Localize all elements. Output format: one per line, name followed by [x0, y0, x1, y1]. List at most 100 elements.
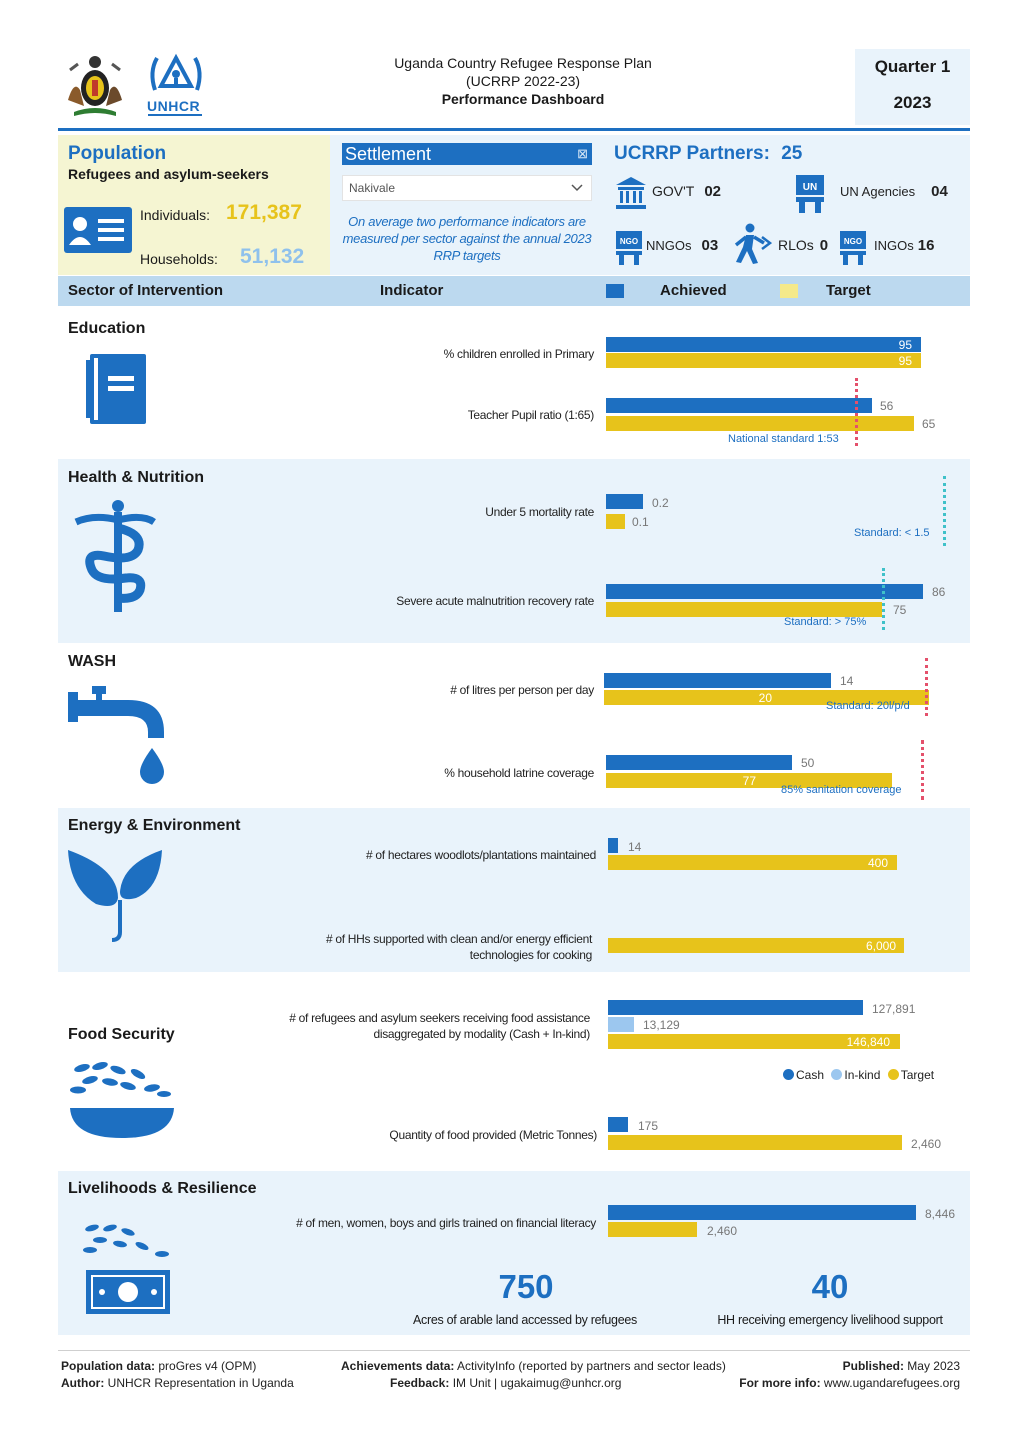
food-ind2-label: Quantity of food provided (Metric Tonnes… — [389, 1128, 597, 1142]
footer-pop-value: proGres v4 (OPM) — [158, 1359, 257, 1373]
population-panel: Population Refugees and asylum-seekers I… — [58, 135, 330, 275]
footer-feedback: Feedback: IM Unit | ugakaimug@unhcr.org — [390, 1376, 621, 1390]
partners-title-label: UCRRP Partners: — [614, 143, 770, 164]
settlement-note: On average two performance indicators ar… — [342, 214, 592, 263]
wash-ind2-target-value: 77 — [742, 774, 756, 788]
partner-nngo-label: NNGOs — [646, 238, 692, 253]
wash-ind2-achieved-bar — [606, 755, 792, 770]
table-header: Sector of Intervention Indicator Achieve… — [58, 276, 970, 306]
partner-ingo: INGOs 16 — [874, 237, 934, 254]
footer-feedback-label: Feedback: — [390, 1376, 450, 1390]
wash-ind2-standard-label: 85% sanitation coverage — [781, 784, 902, 796]
title-line-2: (UCRRP 2022-23) — [465, 73, 581, 89]
livelihoods-ind1-label: # of men, women, boys and girls trained … — [296, 1216, 596, 1230]
legend-target-swatch — [780, 284, 798, 298]
un-agency-flag-icon: UN — [796, 175, 824, 213]
individuals-value: 171,387 — [226, 201, 302, 224]
kpi-hh-label: HH receiving emergency livelihood suppor… — [717, 1313, 943, 1327]
population-title: Population — [68, 143, 167, 164]
food-ind1-target-value: 146,840 — [846, 1035, 890, 1049]
health-ind2-achieved-bar — [606, 584, 923, 599]
partner-govt-label: GOV'T — [652, 183, 695, 199]
energy-ind2-label-line1: # of HHs supported with clean and/or ene… — [325, 932, 592, 946]
quarter-label: Quarter 1 — [874, 57, 951, 76]
wash-ind1-standard-line — [925, 658, 928, 716]
households-value: 51,132 — [240, 245, 305, 268]
clear-filter-icon[interactable]: ⊠ — [577, 146, 588, 161]
food-title: Food Security — [68, 1026, 175, 1043]
education-ind2-target-bar — [606, 416, 914, 431]
footer-divider — [58, 1350, 970, 1351]
ingo-flag-icon: NGO — [840, 231, 866, 265]
footer-published: Published: May 2023 — [843, 1359, 960, 1373]
energy-ind1-achieved-value: 14 — [628, 840, 642, 854]
food-ind1-inkind-bar — [608, 1017, 634, 1032]
energy-ind1-target-bar — [608, 855, 897, 870]
legend-inkind-dot — [831, 1069, 843, 1080]
footer-feedback-value[interactable]: IM Unit | ugakaimug@unhcr.org — [452, 1376, 622, 1390]
wash-ind1-achieved-bar — [604, 673, 831, 688]
footer-achievements-source: Achievements data: ActivityInfo (reporte… — [341, 1359, 726, 1373]
legend-inkind-label: In-kind — [844, 1068, 881, 1082]
header-indicator: Indicator — [380, 282, 444, 299]
health-ind1-target-value: 0.1 — [632, 515, 649, 529]
quarter-box: Quarter 1 2023 — [855, 49, 970, 125]
book-icon — [86, 354, 146, 424]
livelihoods-band — [58, 1171, 970, 1335]
livelihoods-title: Livelihoods & Resilience — [68, 1180, 257, 1197]
footer-population-source: Population data: proGres v4 (OPM) — [61, 1359, 256, 1373]
livelihoods-ind1-achieved-value: 8,446 — [925, 1207, 956, 1221]
education-ind1-target-bar — [606, 353, 921, 368]
health-ind2-standard-label: Standard: > 75% — [784, 616, 867, 628]
water-tap-icon — [68, 686, 164, 784]
wash-ind2-target-bar — [606, 773, 892, 788]
food-ind2-target-value: 2,460 — [911, 1137, 942, 1151]
settlement-select[interactable]: Nakivale — [342, 175, 592, 201]
footer-author-label: Author: — [61, 1376, 105, 1390]
energy-ind1-target-value: 400 — [867, 856, 888, 870]
energy-ind1-label: # of hectares woodlots/plantations maint… — [366, 848, 596, 862]
health-ind1-label: Under 5 mortality rate — [485, 505, 594, 519]
legend-target-label: Target — [900, 1068, 935, 1082]
partners-title: UCRRP Partners: 25 — [614, 143, 802, 165]
footer-pub-value: May 2023 — [907, 1359, 960, 1373]
education-ind1-target-value: 95 — [898, 354, 912, 368]
header-achieved: Achieved — [660, 282, 727, 299]
header-target: Target — [826, 282, 871, 299]
ingo-flag-text: NGO — [844, 237, 862, 246]
kpi-acres-value: 750 — [498, 1268, 554, 1305]
partner-govt-value: 02 — [704, 183, 722, 200]
wash-title: WASH — [68, 653, 116, 670]
footer-ach-label: Achievements data: — [341, 1359, 455, 1373]
logo-underline — [148, 114, 202, 116]
wash-ind1-label: # of litres per person per day — [450, 683, 594, 697]
livelihoods-ind1-achieved-bar — [608, 1205, 916, 1220]
settlement-header[interactable]: Settlement ⊠ — [342, 143, 592, 165]
food-bowl-icon — [70, 1062, 174, 1138]
health-ind1-standard-label: Standard: < 1.5 — [854, 527, 930, 539]
education-ind1-label: % children enrolled in Primary — [443, 347, 595, 361]
footer-info-label: For more info: — [739, 1376, 821, 1390]
wash-ind2-standard-line — [921, 740, 924, 800]
energy-title: Energy & Environment — [68, 817, 241, 834]
medical-staff-icon — [74, 500, 156, 612]
partner-rlo-label: RLOs — [778, 237, 814, 253]
legend-target-dot — [887, 1069, 899, 1080]
households-label: Households: — [140, 251, 218, 267]
settlement-panel: Settlement ⊠ Nakivale On average two per… — [330, 135, 604, 275]
money-grain-icon — [83, 1224, 170, 1314]
footer-pub-label: Published: — [842, 1359, 904, 1373]
food-ind1-inkind-value: 13,129 — [643, 1018, 680, 1032]
food-ind1-cash-bar — [608, 1000, 863, 1015]
education-ind2-standard-line — [855, 378, 858, 446]
education-ind2-standard-label: National standard 1:53 — [728, 433, 839, 445]
partners-panel: UCRRP Partners: 25 GOV'T 02 UN UN Agencie… — [604, 135, 970, 275]
title-line-3: Performance Dashboard — [441, 91, 605, 107]
footer-info-value[interactable]: www.ugandarefugees.org — [823, 1376, 960, 1390]
uganda-coat-of-arms-icon — [68, 56, 122, 116]
partner-rlo: RLOs 0 — [778, 237, 828, 254]
wash-ind2-label: % household latrine coverage — [444, 766, 594, 780]
partner-nngo-value: 03 — [701, 237, 719, 254]
health-ind1-achieved-bar — [606, 494, 643, 509]
health-ind2-target-bar — [606, 602, 882, 617]
